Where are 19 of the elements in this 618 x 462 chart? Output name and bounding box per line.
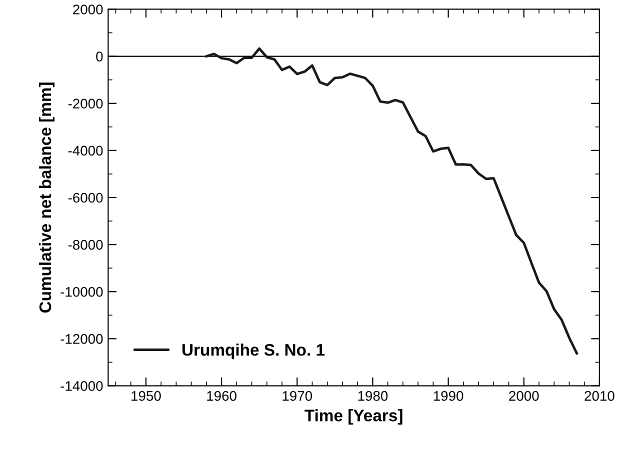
y-tick-label: -14000: [60, 381, 103, 391]
legend-label: Urumqihe S. No. 1: [182, 344, 325, 360]
x-tick-label: 1980: [358, 391, 388, 401]
x-tick-label: 2010: [584, 391, 614, 401]
y-tick-label: 2000: [73, 4, 103, 14]
y-tick-label: -10000: [60, 286, 103, 297]
y-tick-label: -4000: [68, 146, 103, 156]
y-tick-label: -8000: [68, 240, 103, 250]
x-tick-label: 1960: [207, 391, 236, 401]
y-tick-label: 0: [96, 52, 103, 62]
y-tick-label: -2000: [68, 98, 103, 109]
x-tick-label: 1970: [282, 391, 312, 401]
x-tick-label: 1950: [132, 391, 161, 401]
x-tick-label: 2000: [509, 391, 539, 401]
x-axis-title: Time [Years]: [304, 409, 402, 425]
y-axis-title: Cumulative net balance [mm]: [38, 82, 54, 313]
y-tick-label: -12000: [60, 334, 103, 344]
y-tick-label: -6000: [68, 192, 103, 203]
x-tick-label: 1990: [434, 391, 464, 401]
